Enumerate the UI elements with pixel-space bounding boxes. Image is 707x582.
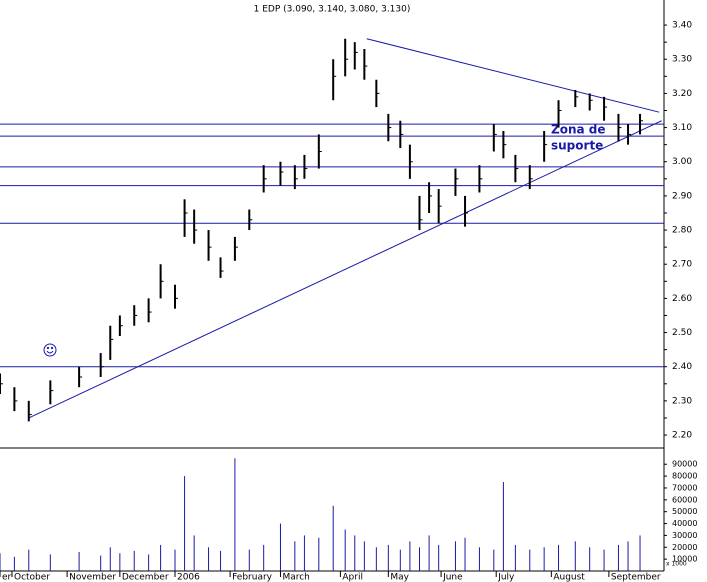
x-tick-label: May: [390, 573, 409, 582]
y-tick-label: 3.30: [672, 55, 692, 65]
y2-tick-label: 30000: [672, 531, 697, 540]
volume-unit: x 1000: [666, 561, 687, 568]
y-tick-label: 2.60: [672, 294, 692, 304]
y-tick-label: 3.10: [672, 123, 692, 133]
x-tick-label: October: [14, 573, 50, 582]
x-tick-label: March: [282, 573, 309, 582]
y2-tick-label: 60000: [672, 495, 697, 504]
y-tick-label: 2.50: [672, 328, 692, 338]
y2-tick-label: 10000: [672, 555, 697, 564]
x-tick-label: er: [2, 573, 12, 582]
x-tick-label: April: [342, 573, 363, 582]
x-tick-label: February: [232, 573, 273, 582]
y2-tick-label: 80000: [672, 472, 697, 481]
y2-tick-label: 40000: [672, 519, 697, 528]
trendline: [28, 120, 662, 419]
y-tick-label: 3.20: [672, 89, 692, 99]
x-tick-label: September: [611, 573, 661, 582]
x-tick-label: August: [553, 573, 585, 582]
y-tick-label: 2.30: [672, 396, 692, 406]
x-tick-label: June: [442, 573, 463, 582]
x-tick-label: December: [122, 573, 169, 582]
y-tick-label: 3.00: [672, 157, 692, 167]
annotation: Zona de: [551, 123, 606, 137]
y-tick-label: 3.40: [672, 21, 692, 31]
x-tick-label: 2006: [177, 573, 200, 582]
y-tick-label: 2.70: [672, 260, 692, 270]
smiley: [43, 343, 57, 357]
chart-title: 1 EDP (3.090, 3.140, 3.080, 3.130): [254, 5, 411, 15]
x-tick-label: July: [497, 573, 515, 582]
y2-tick-label: 90000: [672, 460, 697, 469]
y2-tick-label: 20000: [672, 543, 697, 552]
y-tick-label: 2.20: [672, 431, 692, 441]
x-tick-label: November: [69, 573, 116, 582]
y2-tick-label: 50000: [672, 507, 697, 516]
trendline: [366, 38, 660, 113]
y-tick-label: 2.90: [672, 191, 692, 201]
y-tick-label: 2.80: [672, 226, 692, 236]
annotation: suporte: [551, 139, 603, 153]
y-tick-label: 2.40: [672, 362, 692, 372]
y2-tick-label: 70000: [672, 483, 697, 492]
